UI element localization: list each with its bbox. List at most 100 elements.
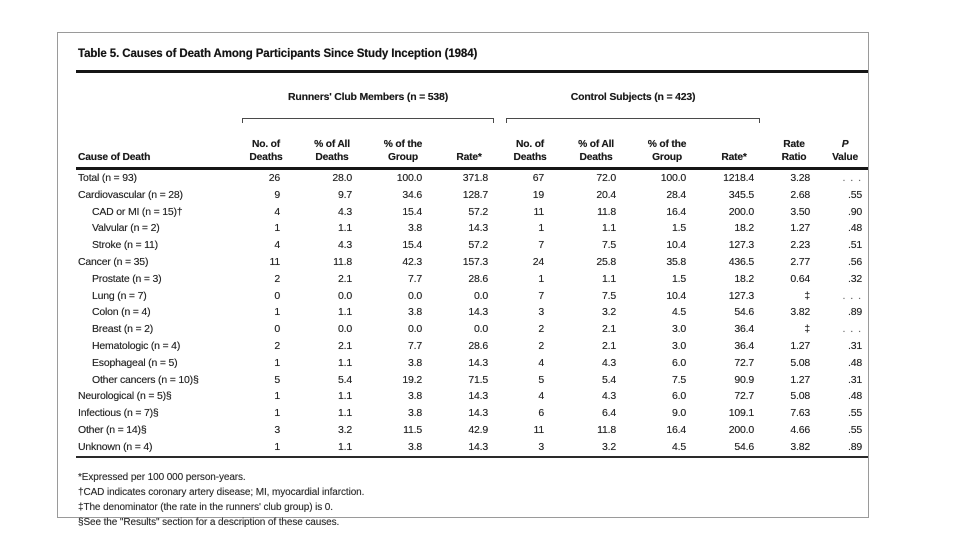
value-cell: 2.77: [790, 255, 811, 268]
value-cell: . . .: [842, 289, 863, 302]
value-cell: 3.8: [408, 407, 422, 420]
value-cell: 0.0: [408, 289, 422, 302]
value-cell: 1.1: [338, 390, 352, 403]
footnote-results: §See the "Results" section for a descrip…: [78, 516, 340, 528]
cause-label: Cancer (n = 35): [78, 255, 149, 268]
value-cell: .31: [848, 373, 863, 386]
value-cell: 3.28: [790, 172, 811, 184]
value-cell: 3.82: [790, 440, 811, 453]
value-cell: 7.7: [408, 272, 422, 285]
value-cell: 3.2: [602, 306, 617, 319]
cause-label: Stroke (n = 11): [92, 239, 158, 252]
table-row: Esophageal (n = 5) 1 1.1 3.8 14.3 4 4.3 6.0 72.7…: [76, 355, 868, 372]
value-cell: 18.2: [734, 222, 755, 235]
cause-label: Total (n = 93): [78, 172, 137, 184]
value-cell: 1.1: [338, 306, 352, 319]
value-cell: 36.4: [734, 323, 755, 336]
value-cell: 3: [538, 440, 545, 453]
value-cell: 54.6: [734, 306, 755, 319]
table-row: CAD or MI (n = 15)† 4 4.3 15.4 57.2 11 11.8 16.…: [76, 204, 868, 221]
value-cell: 7.7: [408, 339, 422, 352]
value-cell: 14.3: [468, 356, 489, 369]
value-cell: 0.0: [338, 289, 352, 302]
spacer-cell: [766, 72, 868, 136]
value-cell: 127.3: [728, 239, 755, 252]
value-cell: 1: [538, 222, 545, 235]
value-cell: .55: [848, 188, 863, 201]
value-cell: 5: [538, 373, 545, 386]
value-cell: 4: [274, 239, 280, 252]
value-cell: 9: [274, 188, 280, 201]
value-cell: 7.5: [602, 239, 617, 252]
value-cell: 9.0: [672, 407, 687, 420]
value-cell: ‡: [804, 289, 811, 302]
value-cell: 2.1: [602, 339, 617, 352]
table-row: Neurological (n = 5)§ 1 1.1 3.8 14.3 4 4.3 6.0 7…: [76, 388, 868, 405]
table-row: Other (n = 14)§ 3 3.2 11.5 42.9 11 11.8 16.4 200…: [76, 422, 868, 439]
value-cell: .48: [848, 390, 863, 403]
cause-label: Unknown (n = 4): [78, 440, 153, 453]
value-cell: 1.27: [790, 373, 811, 386]
value-cell: 4: [274, 205, 280, 218]
value-cell: 0: [274, 289, 280, 302]
value-cell: 1218.4: [723, 172, 755, 184]
value-cell: 2: [274, 339, 280, 352]
value-cell: 26: [268, 172, 280, 184]
table-body: Total (n = 93) 26 28.0 100.0 371.8 67 72.0 100.…: [76, 169, 869, 457]
col-header-controls-no-deaths: No. of Deaths: [500, 135, 561, 170]
value-cell: 200.0: [728, 205, 755, 218]
value-cell: 3.2: [602, 440, 617, 453]
value-cell: 3.2: [338, 423, 352, 436]
value-cell: 4.3: [338, 205, 352, 218]
value-cell: 11: [269, 255, 281, 268]
value-cell: 6.4: [602, 407, 617, 420]
col-header-controls-pct-group: % of the Group: [632, 135, 703, 170]
value-cell: 1.5: [672, 272, 687, 285]
value-cell: 2: [538, 339, 545, 352]
value-cell: 6: [538, 407, 545, 420]
value-cell: 11: [533, 423, 545, 436]
value-cell: 3: [538, 306, 545, 319]
value-cell: 19.2: [402, 373, 422, 386]
spacer-cell: [76, 72, 236, 136]
footnotes: *Expressed per 100 000 person-years. †CA…: [78, 470, 868, 530]
cause-label: Other (n = 14)§: [78, 423, 147, 436]
value-cell: 72.7: [734, 356, 755, 369]
table-row: Cancer (n = 35) 11 11.8 42.3 157.3 24 25.8 35.8…: [76, 254, 868, 271]
value-cell: 1.1: [602, 272, 617, 285]
cause-label: Neurological (n = 5)§: [78, 390, 172, 403]
value-cell: 11.8: [333, 255, 352, 268]
value-cell: 0: [274, 323, 280, 336]
value-cell: 371.8: [462, 172, 489, 184]
value-cell: 14.3: [468, 407, 489, 420]
runners-group-label: Runners' Club Members (n = 538): [288, 91, 448, 103]
value-cell: 24: [532, 255, 545, 268]
value-cell: ‡: [804, 323, 811, 336]
runners-bracket-rule: [242, 118, 495, 123]
value-cell: 10.4: [666, 239, 687, 252]
value-cell: 127.3: [728, 289, 755, 302]
value-cell: 11.5: [403, 423, 422, 436]
value-cell: 1: [274, 356, 280, 369]
value-cell: 71.5: [468, 373, 489, 386]
value-cell: 2: [538, 323, 545, 336]
value-cell: 2.68: [790, 188, 811, 201]
table-row: Cardiovascular (n = 28) 9 9.7 34.6 128.7 19 20…: [76, 187, 868, 204]
cause-label: Cardiovascular (n = 28): [78, 188, 183, 201]
value-cell: .56: [848, 255, 863, 268]
controls-group-label: Control Subjects (n = 423): [570, 91, 696, 103]
table-row: Prostate (n = 3) 2 2.1 7.7 28.6 1 1.1 1.5 18.2 0.…: [76, 271, 868, 288]
value-cell: 90.9: [734, 373, 755, 386]
value-cell: 0.0: [338, 323, 352, 336]
value-cell: 4.3: [602, 390, 617, 403]
table-row: Valvular (n = 2) 1 1.1 3.8 14.3 1 1.1 1.5 18.2 1.…: [76, 220, 868, 237]
footnote-rate: *Expressed per 100 000 person-years.: [78, 471, 246, 483]
value-cell: .55: [848, 407, 863, 420]
cause-label: Hematologic (n = 4): [92, 339, 181, 352]
value-cell: 42.9: [468, 423, 489, 436]
value-cell: 128.7: [462, 188, 489, 201]
value-cell: 3.50: [790, 205, 811, 218]
value-cell: 16.4: [666, 205, 687, 218]
footnote-denominator: ‡The denominator (the rate in the runner…: [78, 501, 333, 513]
value-cell: 19: [532, 188, 545, 201]
